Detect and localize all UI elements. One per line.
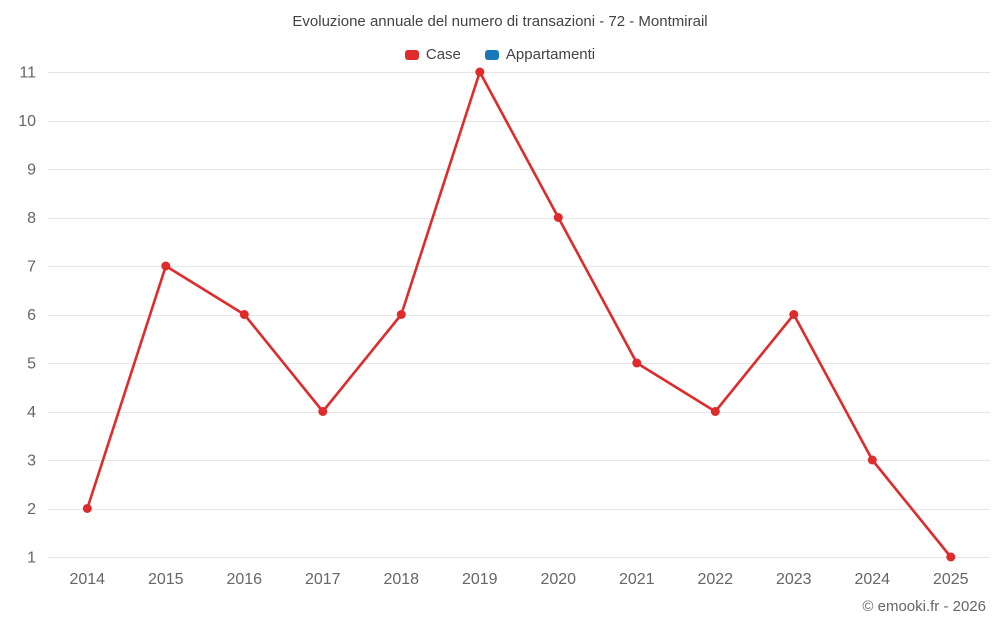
x-axis-tick-label: 2025	[933, 571, 969, 588]
y-axis-tick-label: 9	[27, 162, 36, 179]
x-axis-tick-label: 2020	[540, 571, 576, 588]
data-point-case-2017[interactable]	[318, 407, 328, 416]
data-point-case-2025[interactable]	[946, 552, 956, 562]
legend-swatch-case	[404, 49, 419, 60]
y-axis-tick-label: 11	[19, 65, 36, 82]
legend: Case Appartamenti	[0, 46, 1000, 63]
y-axis-tick-label: 7	[27, 259, 36, 276]
data-point-case-2019[interactable]	[475, 67, 485, 77]
x-axis-tick-label: 2019	[462, 571, 498, 588]
x-axis-tick-label: 2015	[148, 571, 184, 588]
y-axis-tick-label: 8	[27, 210, 36, 227]
y-axis-tick-label: 10	[18, 113, 36, 130]
legend-item-case[interactable]: Case	[404, 46, 461, 63]
copyright: © emooki.fr - 2026	[862, 598, 986, 615]
x-axis-tick-label: 2016	[226, 571, 262, 588]
x-axis-tick-label: 2014	[69, 571, 105, 588]
data-point-case-2021[interactable]	[632, 358, 642, 368]
legend-label-case: Case	[425, 46, 461, 63]
y-axis-tick-label: 4	[27, 404, 36, 421]
data-point-case-2020[interactable]	[553, 213, 563, 222]
series-line-case	[86, 70, 953, 559]
data-point-case-2015[interactable]	[161, 261, 171, 271]
data-point-case-2016[interactable]	[239, 310, 249, 319]
x-axis-tick-label: 2017	[305, 571, 341, 588]
data-point-case-2014[interactable]	[82, 504, 92, 513]
data-point-case-2024[interactable]	[867, 455, 877, 465]
chart-title: Evoluzione annuale del numero di transaz…	[292, 13, 708, 30]
legend-swatch-appartamenti	[484, 49, 499, 60]
x-axis-tick-label: 2022	[697, 571, 733, 588]
data-point-case-2022[interactable]	[710, 407, 720, 416]
x-axis-tick-label: 2021	[619, 571, 655, 588]
x-axis-tick-label: 2024	[854, 571, 890, 588]
y-axis-tick-label: 1	[27, 550, 36, 567]
x-axis-tick-label: 2018	[383, 571, 419, 588]
y-axis-tick-label: 3	[27, 453, 36, 470]
y-axis-tick-label: 5	[27, 356, 36, 373]
y-axis-tick-label: 2	[27, 501, 36, 518]
x-axis-tick-label: 2023	[776, 571, 812, 588]
legend-item-appartamenti[interactable]: Appartamenti	[484, 46, 596, 63]
data-point-case-2023[interactable]	[789, 310, 799, 319]
y-axis-tick-label: 6	[27, 307, 36, 324]
data-point-case-2018[interactable]	[396, 310, 406, 319]
legend-label-appartamenti: Appartamenti	[505, 46, 596, 63]
